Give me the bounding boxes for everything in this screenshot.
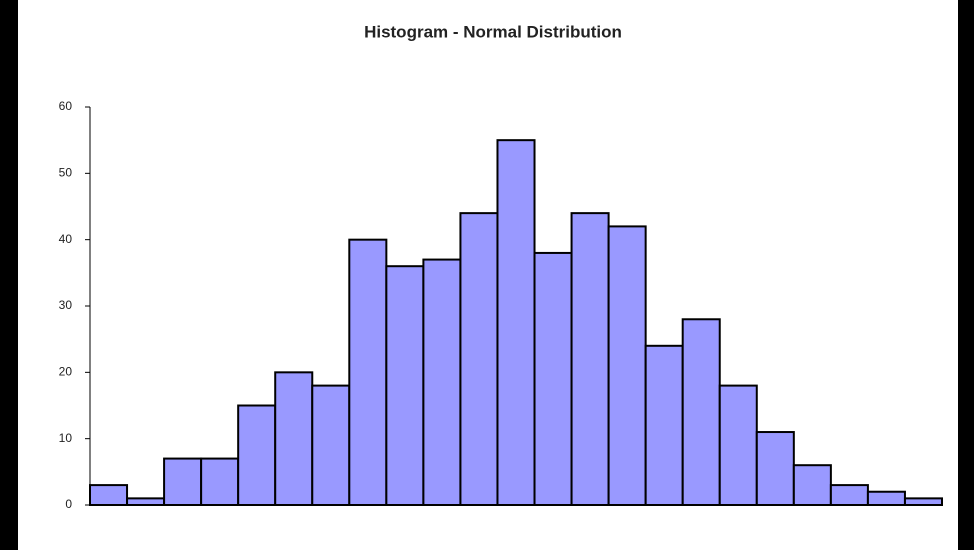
bar [792, 464, 832, 507]
bar [903, 497, 944, 507]
bar [422, 258, 462, 507]
y-tick-label: 0 [65, 497, 72, 511]
bar [866, 490, 906, 507]
bar [533, 251, 573, 506]
bar [385, 265, 425, 507]
bar [496, 139, 536, 507]
bar [200, 457, 240, 507]
y-tick-label: 50 [59, 166, 73, 180]
bar [681, 318, 721, 506]
y-tick-label: 20 [59, 365, 73, 379]
y-tick-label: 40 [59, 232, 73, 246]
bar [311, 384, 351, 507]
chart-title: Histogram - Normal Distribution [364, 22, 622, 41]
bar [644, 344, 684, 506]
bar [237, 404, 277, 506]
y-tick-label: 10 [59, 431, 73, 445]
y-tick-label: 30 [59, 298, 73, 312]
bar [89, 484, 129, 507]
bar [718, 384, 758, 507]
bar [126, 497, 166, 507]
bar [607, 225, 647, 506]
bar [348, 238, 388, 507]
bar [459, 212, 499, 506]
y-tick-label: 60 [59, 99, 73, 113]
bar [829, 484, 869, 507]
bar [163, 457, 203, 507]
bar [570, 212, 610, 506]
bar [274, 371, 314, 507]
bar [755, 431, 795, 506]
